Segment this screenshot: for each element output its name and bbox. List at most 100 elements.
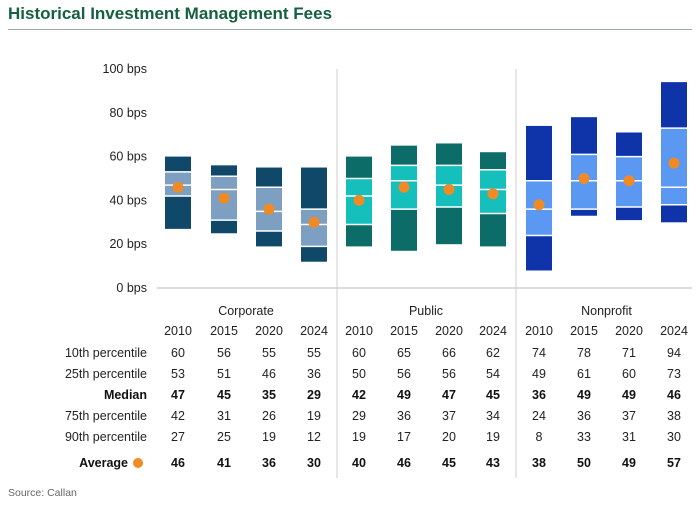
cell-median: 49 bbox=[622, 388, 636, 402]
cell-p90: 19 bbox=[352, 430, 366, 444]
cell-median: 49 bbox=[397, 388, 411, 402]
cell-p90: 20 bbox=[442, 430, 456, 444]
year-label: 2024 bbox=[660, 324, 688, 338]
cell-p75: 24 bbox=[532, 409, 546, 423]
cell-p90: 25 bbox=[217, 430, 231, 444]
cell-average: 46 bbox=[397, 456, 411, 470]
year-label: 2015 bbox=[210, 324, 238, 338]
cell-p25: 56 bbox=[442, 367, 456, 381]
cell-p75: 34 bbox=[486, 409, 500, 423]
row-label-p90: 90th percentile bbox=[65, 430, 147, 444]
cell-p10: 56 bbox=[217, 346, 231, 360]
cell-p75: 36 bbox=[577, 409, 591, 423]
year-label: 2010 bbox=[525, 324, 553, 338]
y-tick-label: 40 bps bbox=[109, 193, 147, 207]
cell-p90: 19 bbox=[486, 430, 500, 444]
cell-median: 45 bbox=[486, 388, 500, 402]
cell-p90: 30 bbox=[667, 430, 681, 444]
year-label: 2015 bbox=[570, 324, 598, 338]
cell-p75: 37 bbox=[622, 409, 636, 423]
y-tick-label: 60 bps bbox=[109, 150, 147, 164]
cell-average: 45 bbox=[442, 456, 456, 470]
cell-average: 50 bbox=[577, 456, 591, 470]
average-marker bbox=[533, 199, 545, 211]
year-label: 2015 bbox=[390, 324, 418, 338]
cell-median: 36 bbox=[532, 388, 546, 402]
chart-title: Historical Investment Management Fees bbox=[8, 4, 333, 23]
year-label: 2010 bbox=[345, 324, 373, 338]
cell-p90: 8 bbox=[536, 430, 543, 444]
row-label-p25: 25th percentile bbox=[65, 367, 147, 381]
cell-average: 49 bbox=[622, 456, 636, 470]
year-label: 2024 bbox=[300, 324, 328, 338]
average-marker bbox=[668, 157, 680, 169]
year-label: 2020 bbox=[435, 324, 463, 338]
cell-p75: 19 bbox=[307, 409, 321, 423]
cell-median: 47 bbox=[171, 388, 185, 402]
cell-average: 40 bbox=[352, 456, 366, 470]
cell-p25: 54 bbox=[486, 367, 500, 381]
cell-p90: 27 bbox=[171, 430, 185, 444]
cell-p10: 71 bbox=[622, 346, 636, 360]
cell-average: 57 bbox=[667, 456, 681, 470]
title-divider bbox=[8, 29, 692, 30]
cell-average: 30 bbox=[307, 456, 321, 470]
cell-p25: 53 bbox=[171, 367, 185, 381]
cell-p25: 61 bbox=[577, 367, 591, 381]
y-tick-label: 20 bps bbox=[109, 237, 147, 251]
cell-p75: 38 bbox=[667, 409, 681, 423]
cell-p10: 62 bbox=[486, 346, 500, 360]
cell-median: 29 bbox=[307, 388, 321, 402]
cell-p10: 74 bbox=[532, 346, 546, 360]
cell-median: 47 bbox=[442, 388, 456, 402]
cell-p10: 55 bbox=[307, 346, 321, 360]
cell-p10: 60 bbox=[171, 346, 185, 360]
cell-p25: 60 bbox=[622, 367, 636, 381]
cell-p25: 73 bbox=[667, 367, 681, 381]
cell-p25: 46 bbox=[262, 367, 276, 381]
average-marker bbox=[308, 216, 320, 228]
cell-median: 46 bbox=[667, 388, 681, 402]
cell-median: 42 bbox=[352, 388, 366, 402]
cell-average: 43 bbox=[486, 456, 500, 470]
cell-p25: 56 bbox=[397, 367, 411, 381]
cell-p75: 36 bbox=[397, 409, 411, 423]
cell-median: 49 bbox=[577, 388, 591, 402]
cell-p25: 51 bbox=[217, 367, 231, 381]
year-label: 2020 bbox=[255, 324, 283, 338]
y-tick-label: 80 bps bbox=[109, 106, 147, 120]
cell-p90: 17 bbox=[397, 430, 411, 444]
cell-p75: 37 bbox=[442, 409, 456, 423]
average-marker bbox=[487, 188, 499, 200]
average-marker bbox=[398, 181, 410, 193]
row-label-average: Average bbox=[79, 456, 128, 470]
cell-median: 35 bbox=[262, 388, 276, 402]
average-marker bbox=[578, 173, 590, 184]
row-label-p10: 10th percentile bbox=[65, 346, 147, 360]
row-label-p75: 75th percentile bbox=[65, 409, 147, 423]
cell-p25: 50 bbox=[352, 367, 366, 381]
y-tick-label: 100 bps bbox=[103, 62, 147, 76]
average-marker bbox=[263, 203, 275, 215]
year-label: 2024 bbox=[479, 324, 507, 338]
average-marker bbox=[623, 175, 635, 187]
cell-p75: 31 bbox=[217, 409, 231, 423]
cell-p90: 31 bbox=[622, 430, 636, 444]
year-label: 2010 bbox=[164, 324, 192, 338]
average-marker bbox=[218, 192, 230, 204]
cell-average: 36 bbox=[262, 456, 276, 470]
average-marker bbox=[443, 183, 455, 195]
average-marker bbox=[353, 194, 365, 206]
cell-p90: 33 bbox=[577, 430, 591, 444]
average-marker bbox=[172, 181, 184, 193]
cell-p25: 36 bbox=[307, 367, 321, 381]
y-tick-label: 0 bps bbox=[116, 281, 147, 295]
row-label-median: Median bbox=[104, 388, 147, 402]
cell-p75: 26 bbox=[262, 409, 276, 423]
cell-p10: 78 bbox=[577, 346, 591, 360]
group-label-corporate: Corporate bbox=[218, 304, 274, 318]
cell-p10: 65 bbox=[397, 346, 411, 360]
average-legend-marker bbox=[133, 458, 143, 468]
cell-p10: 66 bbox=[442, 346, 456, 360]
